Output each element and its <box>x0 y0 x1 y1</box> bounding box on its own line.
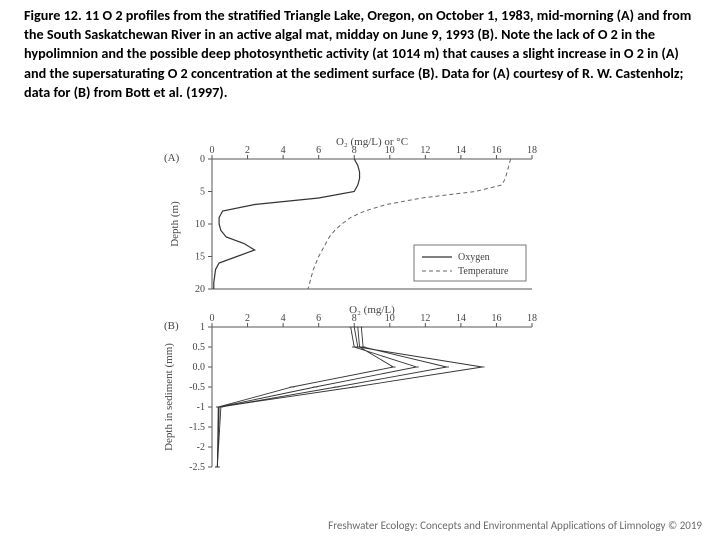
figure-caption: Figure 12. 11 O 2 profiles from the stra… <box>24 6 696 102</box>
svg-text:Temperature: Temperature <box>458 266 509 277</box>
svg-text:-2.5: -2.5 <box>189 462 205 473</box>
svg-text:14: 14 <box>456 145 466 156</box>
svg-text:0: 0 <box>210 313 215 324</box>
svg-text:2: 2 <box>245 313 250 324</box>
svg-text:14: 14 <box>456 313 466 324</box>
svg-text:-1.5: -1.5 <box>189 422 205 433</box>
svg-text:0.0: 0.0 <box>193 362 206 373</box>
svg-text:16: 16 <box>491 313 501 324</box>
svg-text:(A): (A) <box>164 152 180 164</box>
chart-area: O₂ (mg/L) or °C(A)0246810121416180510152… <box>150 135 570 485</box>
svg-text:6: 6 <box>316 145 321 156</box>
svg-text:18: 18 <box>527 313 537 324</box>
svg-text:(B): (B) <box>164 320 179 332</box>
svg-text:6: 6 <box>316 313 321 324</box>
svg-text:-0.5: -0.5 <box>189 382 205 393</box>
svg-text:0.5: 0.5 <box>193 342 206 353</box>
svg-text:2: 2 <box>245 145 250 156</box>
footer-text: Freshwater Ecology: Concepts and Environ… <box>328 519 702 532</box>
svg-text:Depth (m): Depth (m) <box>169 201 181 247</box>
svg-text:1: 1 <box>200 322 205 333</box>
svg-text:-1: -1 <box>197 402 205 413</box>
svg-text:0: 0 <box>210 145 215 156</box>
svg-text:15: 15 <box>195 252 205 263</box>
svg-text:8: 8 <box>352 145 357 156</box>
svg-text:12: 12 <box>420 313 430 324</box>
svg-text:O₂ (mg/L) or °C: O₂ (mg/L) or °C <box>336 136 408 148</box>
svg-text:Depth in sediment (mm): Depth in sediment (mm) <box>163 343 175 451</box>
svg-text:10: 10 <box>385 313 395 324</box>
svg-text:12: 12 <box>420 145 430 156</box>
svg-text:4: 4 <box>281 145 286 156</box>
svg-text:8: 8 <box>352 313 357 324</box>
svg-text:5: 5 <box>200 187 205 198</box>
svg-text:20: 20 <box>195 284 205 295</box>
svg-text:10: 10 <box>195 219 205 230</box>
svg-text:18: 18 <box>527 145 537 156</box>
svg-text:0: 0 <box>200 154 205 165</box>
svg-text:10: 10 <box>385 145 395 156</box>
svg-text:4: 4 <box>281 313 286 324</box>
svg-text:-2: -2 <box>197 442 205 453</box>
svg-text:16: 16 <box>491 145 501 156</box>
svg-text:Oxygen: Oxygen <box>458 252 490 263</box>
